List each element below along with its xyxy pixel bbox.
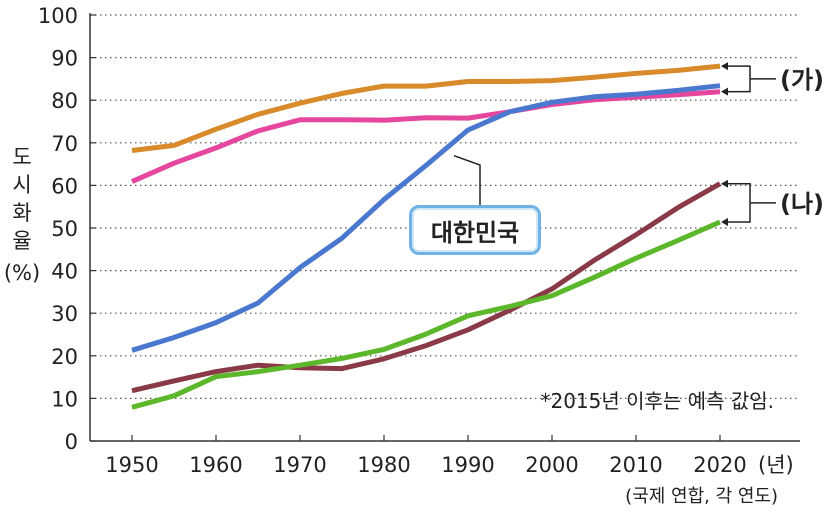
group-1-arrowhead-bottom (721, 87, 728, 96)
x-axis-unit: (년) (758, 453, 794, 477)
y-axis-label-char-3: 화 (12, 201, 31, 225)
x-tick-label-2010: 2010 (609, 453, 662, 477)
series-line-4 (131, 181, 722, 394)
group-1-bracket (742, 65, 751, 93)
group-brackets: (가) (나) (721, 62, 824, 227)
series-line-5 (131, 219, 722, 410)
x-tick-label-1990: 1990 (441, 453, 494, 477)
x-tick-label-1970: 1970 (273, 453, 326, 477)
x-tick-label-2000: 2000 (525, 453, 578, 477)
y-tick-label-40: 40 (51, 260, 78, 284)
y-tick-label-30: 30 (51, 302, 78, 326)
series-line-3 (131, 83, 721, 353)
group-2-arrowhead-bottom (721, 218, 728, 227)
group-2-arrowhead-top (721, 179, 728, 188)
y-axis-label-char-1: 도 (12, 145, 31, 169)
x-tick-label-2020: 2020 (693, 453, 746, 477)
y-tick-label-100: 100 (38, 4, 78, 28)
y-axis-label-char-2: 시 (12, 173, 31, 197)
series-line-2 (130, 89, 721, 184)
y-axis-label: 도 시 화 율 (%) (4, 145, 40, 285)
y-tick-label-70: 70 (51, 132, 78, 156)
x-tick-label-1980: 1980 (357, 453, 410, 477)
y-tick-label-80: 80 (51, 89, 78, 113)
y-tick-label-90: 90 (51, 47, 78, 71)
y-tick-label-10: 10 (51, 387, 78, 411)
series-line-1 (131, 63, 721, 153)
y-axis-unit: (%) (4, 261, 40, 285)
korea-callout-label: 대한민국 (409, 205, 541, 255)
x-tick-label-1960: 1960 (189, 453, 242, 477)
y-tick-label-60: 60 (51, 174, 78, 198)
series-lines (130, 63, 722, 410)
y-tick-label-50: 50 (51, 217, 78, 241)
group-2-bracket (742, 182, 751, 223)
source-label: (국제 연합, 각 연도) (625, 486, 778, 507)
callout-leader-line (453, 154, 481, 205)
group-1-arrowhead-top (721, 62, 728, 71)
y-tick-labels: 0 10 20 30 40 50 60 70 80 90 100 (38, 4, 78, 454)
group-1-label: (가) (780, 66, 824, 94)
y-tick-label-20: 20 (51, 345, 78, 369)
group-2-label: (나) (780, 190, 824, 218)
y-axis-label-char-4: 율 (12, 229, 31, 253)
x-tick-labels: 1950 1960 1970 1980 1990 2000 2010 2020 (105, 453, 746, 477)
y-tick-label-0: 0 (65, 430, 78, 454)
forecast-note: *2015년 이후는 예측 값임. (540, 389, 774, 413)
axes (89, 13, 800, 442)
x-tick-label-1950: 1950 (105, 453, 158, 477)
